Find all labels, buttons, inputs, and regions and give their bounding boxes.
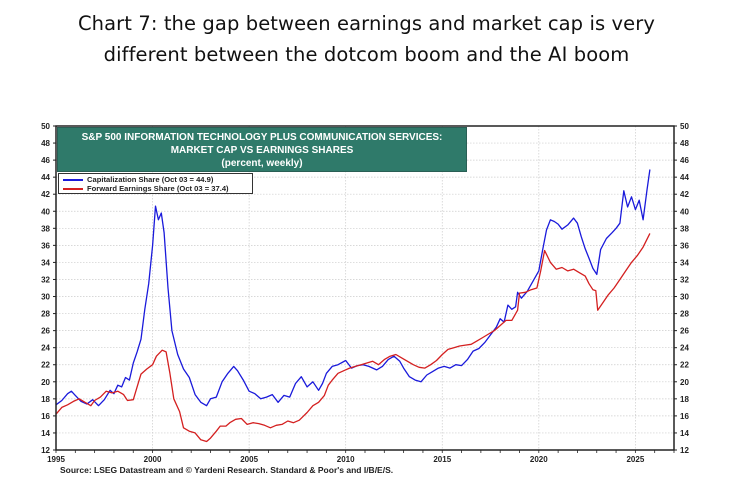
svg-text:50: 50	[680, 122, 689, 131]
svg-text:1995: 1995	[47, 455, 65, 464]
legend-swatch-red	[63, 188, 83, 190]
svg-text:26: 26	[680, 327, 689, 336]
series-lines	[55, 169, 651, 443]
headline-line-2: different between the dotcom boom and th…	[103, 43, 630, 66]
svg-text:46: 46	[41, 156, 50, 165]
svg-text:2005: 2005	[240, 455, 258, 464]
svg-text:46: 46	[680, 156, 689, 165]
svg-text:28: 28	[680, 310, 689, 319]
svg-text:50: 50	[41, 122, 50, 131]
source-note: Source: LSEG Datastream and © Yardeni Re…	[60, 465, 394, 475]
forward-earnings-share-line	[55, 233, 651, 443]
svg-text:40: 40	[680, 207, 689, 216]
svg-text:18: 18	[680, 395, 689, 404]
svg-text:38: 38	[41, 224, 50, 233]
svg-text:40: 40	[41, 207, 50, 216]
svg-text:20: 20	[41, 378, 50, 387]
svg-text:24: 24	[680, 344, 689, 353]
svg-text:14: 14	[680, 429, 689, 438]
svg-text:28: 28	[41, 310, 50, 319]
svg-text:48: 48	[680, 139, 689, 148]
svg-text:42: 42	[680, 190, 689, 199]
svg-text:30: 30	[41, 293, 50, 302]
svg-text:32: 32	[41, 275, 50, 284]
svg-text:30: 30	[680, 293, 689, 302]
svg-text:2025: 2025	[626, 455, 644, 464]
svg-text:16: 16	[680, 412, 689, 421]
x-axis: 1995 2000 2005 2010 2015 2020 2025	[47, 450, 675, 464]
chart-title-line-2: MARKET CAP VS EARNINGS SHARES	[170, 145, 354, 156]
legend-label: Forward Earnings Share (Oct 03 = 37.4)	[87, 184, 229, 193]
chart-title-line-1: S&P 500 INFORMATION TECHNOLOGY PLUS COMM…	[81, 132, 443, 143]
legend: Capitalization Share (Oct 03 = 44.9) For…	[58, 173, 253, 194]
svg-text:44: 44	[41, 173, 50, 182]
svg-text:12: 12	[680, 446, 689, 455]
svg-text:26: 26	[41, 327, 50, 336]
svg-text:34: 34	[680, 258, 689, 267]
svg-text:44: 44	[680, 173, 689, 182]
svg-text:2000: 2000	[144, 455, 162, 464]
chart-title-line-3: (percent, weekly)	[221, 158, 303, 169]
svg-text:24: 24	[41, 344, 50, 353]
svg-text:34: 34	[41, 258, 50, 267]
svg-text:42: 42	[41, 190, 50, 199]
headline-line-1: Chart 7: the gap between earnings and ma…	[77, 12, 656, 35]
legend-label: Capitalization Share (Oct 03 = 44.9)	[87, 175, 214, 184]
svg-text:14: 14	[41, 429, 50, 438]
svg-text:22: 22	[680, 361, 689, 370]
svg-text:20: 20	[680, 378, 689, 387]
svg-text:16: 16	[41, 412, 50, 421]
svg-text:48: 48	[41, 139, 50, 148]
svg-text:2020: 2020	[530, 455, 548, 464]
chart-title-box: S&P 500 INFORMATION TECHNOLOGY PLUS COMM…	[57, 127, 467, 172]
svg-text:18: 18	[41, 395, 50, 404]
legend-item-capitalization: Capitalization Share (Oct 03 = 44.9)	[63, 175, 213, 184]
svg-text:32: 32	[680, 275, 689, 284]
legend-item-forward-earnings: Forward Earnings Share (Oct 03 = 37.4)	[63, 184, 229, 193]
y-axis-right: 12 14 16 18 20 22 24 26 28 30 32 34 36 38 40 42 44 46 48 50	[674, 122, 689, 455]
svg-text:36: 36	[41, 241, 50, 250]
headline: Chart 7: the gap between earnings and ma…	[0, 8, 733, 70]
svg-text:38: 38	[680, 224, 689, 233]
legend-swatch-blue	[63, 179, 83, 181]
svg-text:22: 22	[41, 361, 50, 370]
svg-text:12: 12	[41, 446, 50, 455]
svg-text:36: 36	[680, 241, 689, 250]
svg-text:2015: 2015	[433, 455, 451, 464]
y-axis-left: 12 14 16 18 20 22 24 26 28 30 32 34 36 38 40 42 44 46 48 50	[41, 122, 56, 455]
svg-text:2010: 2010	[337, 455, 355, 464]
